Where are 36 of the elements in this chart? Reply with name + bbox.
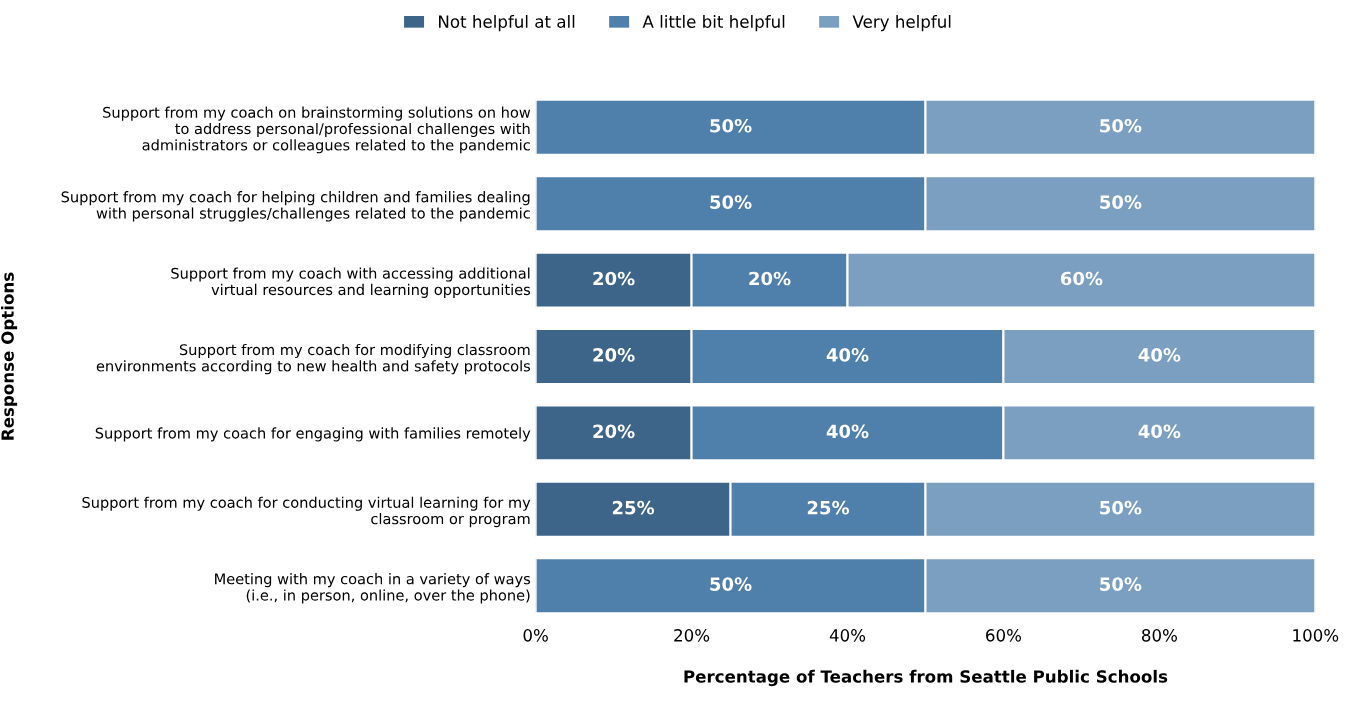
data-label: 20% xyxy=(593,424,635,439)
data-label: 40% xyxy=(826,424,869,439)
data-label: 20% xyxy=(593,271,635,286)
legend-label: Not helpful at all xyxy=(439,15,575,32)
data-label: 20% xyxy=(593,348,635,362)
data-label: 40% xyxy=(826,348,869,362)
data-label: 50% xyxy=(710,195,752,209)
x-tick-label: 40% xyxy=(829,629,866,642)
data-label: 20% xyxy=(749,271,791,286)
y-axis-title: Response Options xyxy=(0,272,18,440)
legend-label: Very helpful xyxy=(852,15,951,32)
data-label: 50% xyxy=(1100,577,1142,591)
y-tick-label: Support from my coach for engaging with families remotely xyxy=(95,427,531,442)
data-label: 25% xyxy=(612,500,655,515)
x-tick-label: 80% xyxy=(1141,629,1177,642)
x-tick-label: 20% xyxy=(674,629,710,642)
y-tick-label: Support from my coach for modifying classroom environments according to new health and safety protocols xyxy=(96,343,531,375)
data-label: 50% xyxy=(710,577,752,591)
y-tick-label: Support from my coach with accessing additional virtual resources and learning opportunities xyxy=(171,267,531,298)
x-tick-label: 60% xyxy=(986,629,1022,642)
x-tick-label: 0% xyxy=(523,629,548,642)
y-tick-label: Meeting with my coach in a variety of ways (i.e., in person, online, over the phone) xyxy=(215,573,531,604)
x-tick-label: 100% xyxy=(1293,629,1339,642)
data-label: 50% xyxy=(710,118,752,133)
data-label: 40% xyxy=(1138,348,1181,362)
data-label: 25% xyxy=(807,500,850,515)
data-label: 50% xyxy=(1100,500,1142,515)
legend-label: A little bit helpful xyxy=(642,15,785,32)
y-tick-label: Support from my coach on brainstorming solutions on how to address personal/professional challenges with administrators or colleagues related to the pandemic xyxy=(103,106,531,154)
data-label: 50% xyxy=(1100,195,1142,209)
data-label: 40% xyxy=(1138,424,1181,439)
y-tick-label: Support from my coach for conducting virtual learning for my classroom or program xyxy=(82,496,531,528)
data-label: 50% xyxy=(1100,118,1142,133)
data-label: 60% xyxy=(1060,271,1103,286)
x-axis-title: Percentage of Teachers from Seattle Public Schools xyxy=(684,669,1168,687)
y-tick-label: Support from my coach for helping children and families dealing with personal struggles/challenges related to the pandemic xyxy=(61,191,530,222)
